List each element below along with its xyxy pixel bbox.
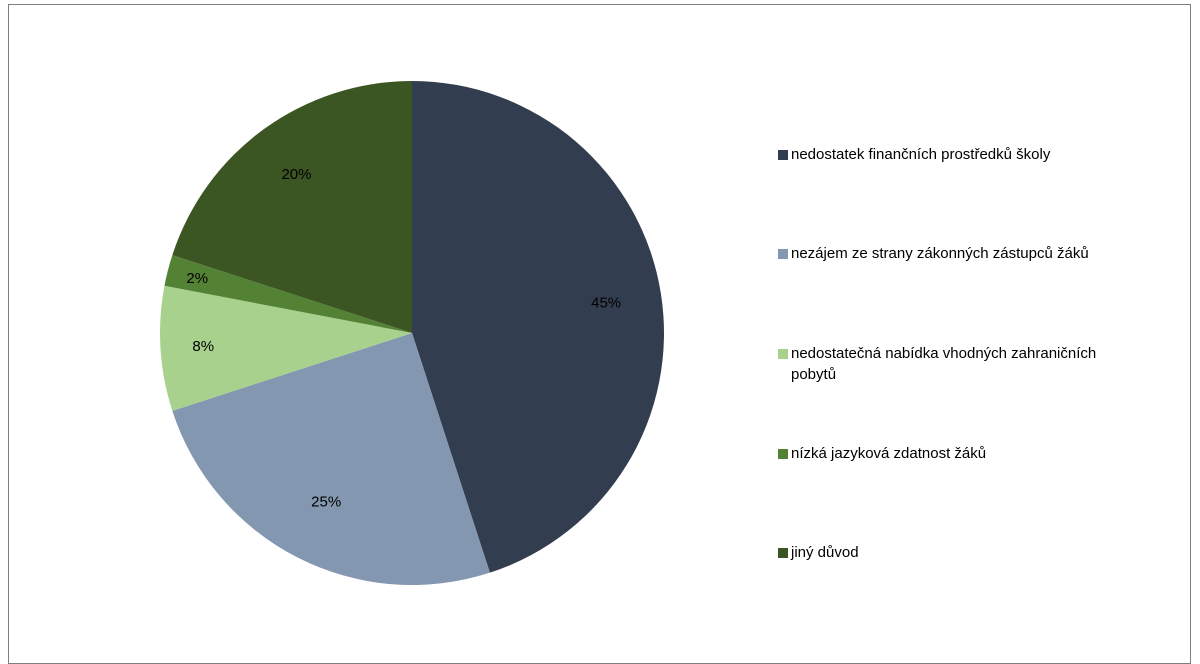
- legend-label-language: nízká jazyková zdatnost žáků: [791, 445, 987, 462]
- legend-item-parents: nezájem ze strany zákonných zástupců žák…: [778, 245, 1178, 264]
- legend-swatch-other: [778, 548, 788, 558]
- label-parents: 25%: [311, 493, 341, 510]
- slice-offer: [159, 285, 412, 411]
- legend-label-other: jiný důvod: [791, 544, 859, 561]
- legend-swatch-financial: [778, 150, 788, 160]
- pie-data-labels: 45% 25% 8% 2% 20%: [186, 166, 621, 510]
- slice-language: [164, 255, 412, 333]
- legend-swatch-parents: [778, 249, 788, 259]
- legend-item-other: jiný důvod: [778, 544, 1178, 563]
- legend-item-offer: nedostatečná nabídka vhodných zahraniční…: [778, 345, 1178, 385]
- legend-item-language: nízká jazyková zdatnost žáků: [778, 445, 1178, 464]
- legend-swatch-language: [778, 449, 788, 459]
- slice-financial: [412, 81, 665, 573]
- label-financial: 45%: [591, 294, 621, 311]
- legend-label-parents: nezájem ze strany zákonných zástupců žák…: [791, 245, 1089, 262]
- label-offer: 8%: [192, 338, 214, 355]
- legend-item-financial: nedostatek finančních prostředků školy: [778, 146, 1178, 165]
- legend-label-offer: nedostatečná nabídka vhodných zahraniční…: [791, 345, 1097, 383]
- legend: nedostatek finančních prostředků školy n…: [778, 0, 1178, 651]
- legend-swatch-offer: [778, 349, 788, 359]
- pie-slices: [159, 81, 665, 586]
- legend-label-financial: nedostatek finančních prostředků školy: [791, 146, 1051, 163]
- label-language: 2%: [186, 270, 208, 287]
- slice-other: [172, 81, 412, 333]
- slice-parents: [172, 333, 490, 586]
- label-other: 20%: [281, 166, 311, 183]
